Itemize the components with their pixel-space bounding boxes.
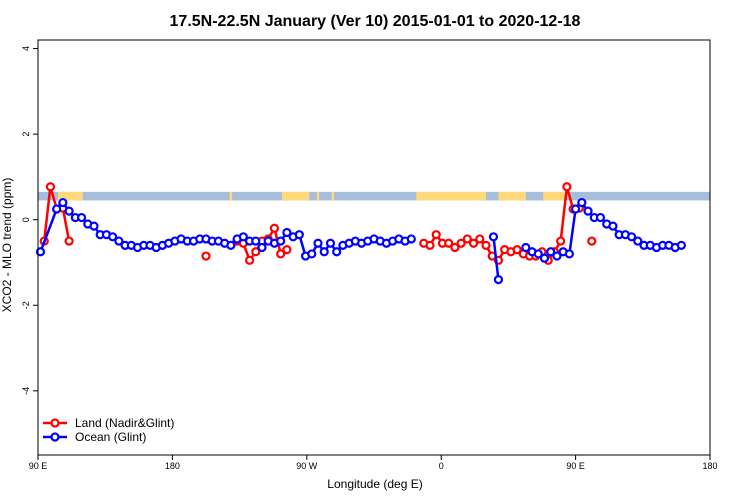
series-1-point-1-1	[493, 274, 504, 285]
legend-label-1: Ocean (Glint)	[75, 430, 146, 444]
series-0-point-2-4	[444, 238, 454, 248]
chart-title: 17.5N-22.5N January (Ver 10) 2015-01-01 …	[170, 13, 581, 30]
ocean-band	[38, 191, 710, 201]
series-1-point-2-17	[626, 232, 637, 242]
series-1-point-0-11	[114, 236, 124, 246]
y-tick-label-4: 4	[21, 46, 31, 51]
land-band-5	[416, 191, 486, 201]
series-1-point-0-29	[226, 240, 236, 250]
series-0-point-2-8	[468, 238, 479, 248]
series-1-point-2-8	[570, 204, 581, 214]
series-1-point-0-46	[332, 247, 342, 257]
series-0-point-2-9	[475, 234, 485, 244]
series-0-lone-point-0	[201, 251, 211, 261]
series-1-point-2-25	[676, 240, 686, 250]
series-0-point-2-5	[450, 242, 460, 253]
series-1-point-0-45	[325, 238, 336, 248]
land-band-3	[316, 191, 320, 201]
series-1-point-0-38	[282, 227, 292, 238]
land-band-4	[331, 191, 335, 201]
series-0-point-0-1	[45, 182, 56, 192]
x-axis: 90 E 180 90 W 0 90 E 180	[29, 455, 718, 471]
series-1-point-0-1	[52, 204, 62, 214]
series-1-point-0-43	[313, 238, 323, 248]
series-0-point-2-23	[562, 182, 572, 192]
series-0-point-2-2	[431, 230, 441, 240]
series-1-point-0-58	[406, 234, 416, 244]
series-0-point-2-15	[512, 245, 522, 255]
series-0-point-1-2	[244, 255, 255, 265]
x-tick-label-3: 0	[439, 461, 444, 471]
series-1	[35, 197, 686, 285]
legend-marker-1	[50, 432, 60, 442]
series-0-point-2-6	[456, 238, 466, 248]
series-1-point-2-3	[539, 253, 550, 263]
y-tick-label-2: 0	[21, 217, 31, 222]
series-1-point-2-4	[546, 247, 556, 257]
land-band-0	[57, 191, 83, 201]
series-1-point-2-14	[608, 221, 618, 231]
x-tick-label-5: 180	[702, 461, 717, 471]
land-band-6	[498, 191, 526, 201]
series-group	[35, 182, 686, 285]
series-0-point-1-6	[269, 223, 280, 233]
series-1-point-0-33	[251, 236, 261, 246]
series-1-point-0-5	[76, 212, 87, 223]
series-1-point-0-7	[89, 221, 99, 231]
series-1-point-0-42	[307, 249, 317, 259]
y-tick-label-1: -2	[21, 301, 31, 309]
series-1-point-2-5	[552, 251, 562, 261]
y-tick-label-0: -4	[21, 387, 31, 395]
series-1-point-1-0	[488, 232, 499, 242]
x-tick-label-2: 90 W	[296, 461, 318, 471]
x-axis-label: Longitude (deg E)	[327, 477, 422, 491]
series-1-point-2-18	[633, 236, 643, 246]
series-1-point-2-0	[521, 242, 531, 253]
series-1-point-0-2	[58, 197, 68, 208]
land-band-7	[543, 191, 566, 201]
y-axis: -4 -2 0 2 4	[21, 46, 38, 395]
series-0-point-2-10	[481, 240, 491, 250]
legend-marker-0	[50, 418, 60, 428]
series-1-point-2-10	[583, 206, 593, 216]
series-0-point-2-1	[425, 240, 435, 250]
x-tick-label-0: 90 E	[29, 461, 48, 471]
x-tick-label-4: 90 E	[566, 461, 585, 471]
plot-frame	[37, 39, 711, 456]
legend: Land (Nadir&Glint)Ocean (Glint)	[43, 416, 174, 444]
series-1-point-0-3	[64, 206, 74, 216]
series-0-point-1-7	[276, 249, 286, 259]
x-tick-label-1: 180	[165, 461, 180, 471]
series-1-point-0-37	[276, 236, 286, 246]
series-1-point-0-0	[35, 247, 46, 257]
series-0-lone-point-1	[587, 236, 597, 246]
land-band-2	[281, 191, 310, 201]
y-axis-label: XCO2 - MLO trend (ppm)	[0, 178, 14, 313]
series-1-point-2-12	[595, 212, 606, 223]
series-1-point-2-9	[577, 197, 587, 208]
legend-label-0: Land (Nadir&Glint)	[75, 416, 174, 430]
series-1-point-0-44	[319, 247, 329, 257]
series-0-point-2-7	[462, 234, 472, 244]
series-1-point-2-7	[564, 249, 574, 259]
series-0-point-1-8	[282, 245, 292, 255]
series-1-line-1	[492, 236, 500, 280]
land-band-1	[229, 191, 233, 201]
y-tick-label-3: 2	[21, 132, 31, 137]
series-1-point-2-2	[533, 249, 543, 259]
series-1-point-0-31	[238, 232, 248, 242]
series-0-point-2-22	[556, 236, 566, 246]
series-1-point-0-34	[257, 242, 267, 253]
series-1-point-0-40	[294, 230, 304, 240]
series-0-point-1-3	[251, 247, 261, 257]
land-sea-band	[38, 191, 710, 201]
series-0-point-0-4	[64, 236, 74, 246]
series-1-point-0-10	[108, 232, 118, 242]
